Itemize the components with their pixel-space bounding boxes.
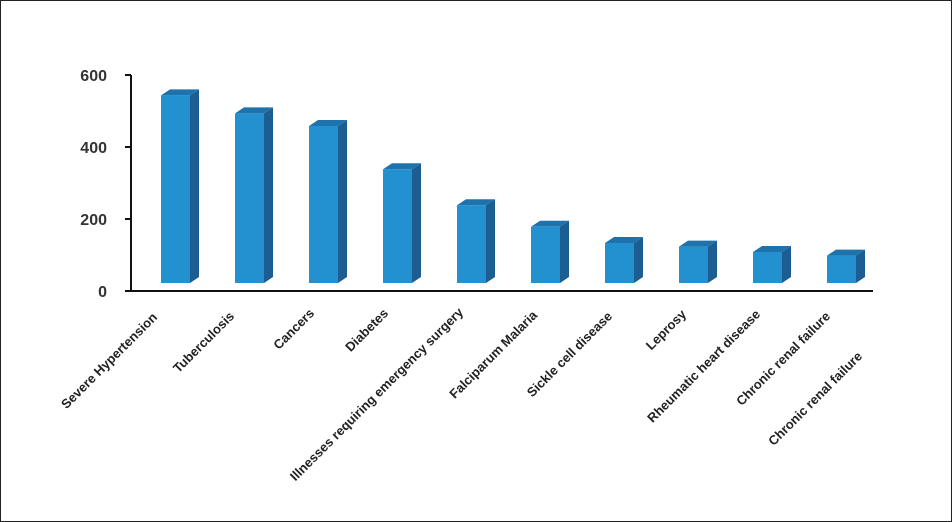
bar-side [634,237,643,283]
bar-side [856,249,865,283]
bars [161,89,865,284]
bar-front [679,246,708,283]
bar-top [531,220,569,227]
bar-top [235,107,273,114]
x-tick-label: Diabetes [342,306,391,355]
bar-side [708,240,717,283]
bar [161,89,199,284]
bar [753,246,791,283]
bar-side [190,89,199,284]
bar-front [531,226,560,283]
bar-top [383,163,421,170]
bar [605,237,643,283]
x-tick-label: Tuberculosis [170,309,237,376]
y-tick-label: 200 [80,212,107,229]
bar-front [161,95,190,284]
bar-front [827,255,856,283]
bar-side [782,246,791,283]
bar-top [457,199,495,206]
bar [827,249,865,283]
bar-top [605,237,643,243]
bar-front [309,126,338,283]
y-axis: 0 200 400 600 [80,68,132,301]
y-tick-label: 400 [80,140,107,157]
x-tick-label: Severe Hypertension [58,309,160,411]
bar [383,163,421,283]
bar-side [338,120,347,283]
bar-side [412,163,421,283]
bar [309,120,347,283]
bar [531,220,569,283]
x-tick-label: Leprosy [643,306,690,353]
bar-front [605,243,634,283]
x-tick-label: Sickle cell disease [524,309,615,400]
bar-side [560,220,569,283]
bar-side [264,107,273,284]
bar-front [235,113,264,284]
bar-top [309,120,347,126]
bar-front [383,169,412,283]
bar-front [753,252,782,283]
bar-front [457,205,486,283]
bar-top [753,246,791,252]
bar [679,240,717,283]
bar-top [679,240,717,247]
x-tick-label: Cancers [270,306,317,353]
bar-top [827,249,865,256]
x-tick-label: Illnesses requiring emergency surgery [287,304,467,484]
bar-side [486,199,495,283]
bar-top [161,89,199,96]
y-tick-label: 0 [98,284,107,301]
category-labels: Severe Hypertension Tuberculosis Cancers Di… [58,304,865,484]
bar [457,199,495,283]
y-tick-label: 600 [80,68,107,85]
bar [235,107,273,284]
